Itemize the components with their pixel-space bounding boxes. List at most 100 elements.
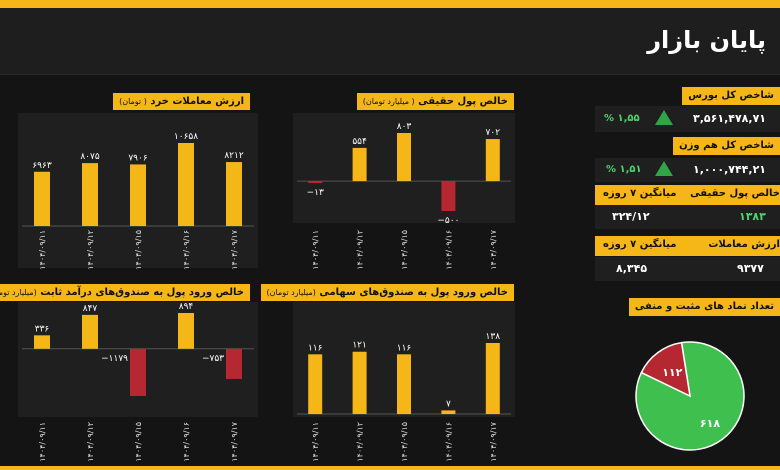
equity-funds-bar bbox=[352, 351, 367, 414]
retail-trade-value-label: ۸۲۱۲ bbox=[224, 151, 244, 161]
retail-trade-chart-unit: ( تومان) bbox=[119, 97, 147, 106]
eq-index-card bbox=[595, 158, 780, 182]
index-card bbox=[595, 106, 780, 132]
fixed-income-value-label: −۱۱۷۹ bbox=[101, 354, 128, 364]
retail-trade-tick-label: ۱۴۰۴/۰۹/۱۶ bbox=[182, 230, 191, 270]
eq-index-value: ۱,۰۰۰,۷۴۴,۲۱ bbox=[693, 163, 766, 176]
fixed-income-value-label: ۳۳۶ bbox=[35, 324, 50, 334]
retail-trade-chart: ۶۹۶۳ ۱۴۰۴/۰۹/۱۱ ۸۰۷۵ ۱۴۰۴/۰۹/۱۲ ۷۹۰۶ ۱۴۰۴/۰۹/… bbox=[22, 132, 254, 270]
real-money-tick-label: ۱۴۰۴/۰۹/۱۲ bbox=[356, 230, 365, 270]
index-change: % ۱,۵۵ bbox=[604, 113, 640, 124]
index-value: ۳,۵۶۱,۴۷۸,۷۱ bbox=[693, 112, 766, 125]
real-money-value-label: −۵۰۰ bbox=[437, 216, 459, 226]
retail-trade-bar bbox=[82, 163, 98, 226]
symbols-pie-slice-negative bbox=[640, 341, 691, 398]
equity-funds-tick-label: ۱۴۰۴/۰۹/۱۵ bbox=[400, 422, 409, 462]
retail-trade-value-label: ۷۹۰۶ bbox=[128, 153, 148, 163]
equity-funds-value-label: ۱۱۶ bbox=[308, 343, 323, 353]
retail-trade-tick-label: ۱۴۰۴/۰۹/۱۵ bbox=[134, 230, 143, 270]
fixed-income-bar bbox=[82, 314, 98, 349]
trade-value-avg-label: میانگین ۷ روزه bbox=[603, 239, 677, 250]
retail-trade-value-label: ۶۹۶۳ bbox=[32, 161, 52, 171]
equity-funds-tick-label: ۱۴۰۴/۰۹/۱۲ bbox=[356, 422, 365, 462]
real-money-bar bbox=[308, 181, 323, 184]
real-money-value-label: ۷۰۲ bbox=[486, 128, 501, 138]
symbols-pie-value-label: ۱۱۲ bbox=[662, 366, 682, 379]
retail-trade-bar bbox=[178, 143, 194, 226]
equity-funds-bar bbox=[308, 354, 323, 414]
real-money-header: خالص پول حقیقی میانگین ۷ روزه bbox=[595, 185, 780, 205]
fixed-income-value-label: ۸۹۴ bbox=[179, 302, 194, 312]
retail-trade-tick-label: ۱۴۰۴/۰۹/۱۷ bbox=[230, 229, 239, 269]
eq-index-label: شاخص کل هم وزن bbox=[673, 137, 780, 155]
real-money-value-label: −۱۳ bbox=[307, 188, 324, 198]
eq-index-change: % ۱,۵۱ bbox=[606, 164, 642, 175]
equity-funds-value-label: ۱۱۶ bbox=[397, 343, 412, 353]
equity-funds-tick-label: ۱۴۰۴/۰۹/۱۷ bbox=[489, 421, 498, 461]
equity-funds-tick-label: ۱۴۰۴/۰۹/۱۱ bbox=[311, 422, 320, 462]
retail-trade-value-label: ۱۰۶۵۸ bbox=[174, 132, 198, 142]
real-money-chart-unit: ( میلیارد تومان) bbox=[362, 97, 415, 106]
equity-funds-chart: ۱۱۶ ۱۴۰۴/۰۹/۱۱ ۱۲۱ ۱۴۰۴/۰۹/۱۲ ۱۱۶ ۱۴۰۴/۰۹/۱۵ ۷… bbox=[297, 332, 511, 462]
retail-trade-bar bbox=[226, 162, 242, 226]
trade-value-avg-value: ۸,۳۴۵ bbox=[616, 262, 648, 275]
eq-index-up-arrow-icon bbox=[655, 161, 673, 176]
fixed-income-chart-title: خالص ورود پول به صندوق‌های درآمد ثابت (م… bbox=[0, 284, 250, 301]
equity-funds-value-label: ۱۲۱ bbox=[352, 341, 367, 351]
fixed-income-chart: ۳۳۶ ۱۴۰۴/۰۹/۱۱ ۸۴۷ ۱۴۰۴/۰۹/۱۲ −۱۱۷۹ ۱۴۰۴/۰۹/۱… bbox=[22, 302, 254, 462]
real-money-bar bbox=[352, 147, 367, 182]
fixed-income-bar bbox=[34, 335, 50, 349]
real-money-chart-title-text: خالص پول حقیقی bbox=[418, 96, 508, 107]
real-money-bar bbox=[397, 133, 411, 182]
fixed-income-tick-label: ۱۴۰۴/۰۹/۱۷ bbox=[230, 421, 239, 461]
equity-funds-value-label: ۱۳۸ bbox=[486, 332, 501, 342]
fixed-income-chart-title-text: خالص ورود پول به صندوق‌های درآمد ثابت bbox=[40, 287, 244, 298]
equity-funds-bar bbox=[397, 354, 411, 414]
retail-trade-bar bbox=[34, 171, 50, 226]
fixed-income-value-label: −۷۵۳ bbox=[202, 354, 224, 364]
real-money-bar bbox=[485, 139, 500, 182]
equity-funds-bar bbox=[485, 343, 500, 414]
real-money-value-label: ۸۰۳ bbox=[397, 122, 412, 132]
fixed-income-value-label: ۸۴۷ bbox=[83, 304, 98, 314]
retail-trade-chart-title-text: ارزش معاملات خرد bbox=[150, 96, 244, 107]
index-label: شاخص کل بورس bbox=[682, 87, 780, 105]
equity-funds-tick-label: ۱۴۰۴/۰۹/۱۶ bbox=[444, 422, 453, 462]
real-money-tick-label: ۱۴۰۴/۰۹/۱۷ bbox=[489, 229, 498, 269]
bottom-accent-bar bbox=[0, 466, 780, 470]
fixed-income-tick-label: ۱۴۰۴/۰۹/۱۱ bbox=[38, 422, 47, 462]
retail-trade-tick-label: ۱۴۰۴/۰۹/۱۲ bbox=[86, 230, 95, 270]
equity-funds-chart-title: خالص ورود پول به صندوق‌های سهامی (میلیار… bbox=[260, 284, 514, 301]
page-header: پایان بازار bbox=[0, 8, 780, 75]
retail-trade-value-label: ۸۰۷۵ bbox=[80, 152, 100, 162]
top-accent-bar bbox=[0, 0, 780, 8]
fixed-income-bar bbox=[226, 348, 242, 379]
real-money-avg-value: ۳۲۴/۱۲ bbox=[612, 210, 650, 223]
real-money-avg-label: میانگین ۷ روزه bbox=[603, 188, 677, 199]
real-money-tick-label: ۱۴۰۴/۰۹/۱۱ bbox=[311, 230, 320, 270]
real-money-card bbox=[595, 205, 780, 229]
retail-trade-tick-label: ۱۴۰۴/۰۹/۱۱ bbox=[38, 230, 47, 270]
equity-funds-chart-title-text: خالص ورود پول به صندوق‌های سهامی bbox=[319, 287, 508, 298]
real-money-label: خالص پول حقیقی bbox=[690, 188, 780, 199]
fixed-income-bar bbox=[178, 313, 194, 349]
real-money-tick-label: ۱۴۰۴/۰۹/۱۵ bbox=[400, 230, 409, 270]
fixed-income-tick-label: ۱۴۰۴/۰۹/۱۲ bbox=[86, 422, 95, 462]
retail-trade-chart-title: ارزش معاملات خرد ( تومان) bbox=[113, 93, 250, 110]
equity-funds-value-label: ۷ bbox=[446, 399, 451, 409]
trade-value-card bbox=[595, 257, 780, 281]
symbols-label: تعداد نماد های مثبت و منفی bbox=[628, 298, 780, 316]
real-money-tick-label: ۱۴۰۴/۰۹/۱۶ bbox=[444, 230, 453, 270]
retail-trade-bar bbox=[130, 164, 146, 226]
fixed-income-bar bbox=[130, 348, 146, 396]
page-title: پایان بازار bbox=[647, 26, 766, 54]
real-money-chart: −۱۳ ۱۴۰۴/۰۹/۱۱ ۵۵۴ ۱۴۰۴/۰۹/۱۲ ۸۰۳ ۱۴۰۴/۰۹/۱۵ −… bbox=[297, 122, 511, 270]
real-money-chart-title: خالص پول حقیقی ( میلیارد تومان) bbox=[356, 93, 514, 110]
fixed-income-chart-unit: (میلیارد تومان) bbox=[0, 288, 37, 297]
equity-funds-chart-unit: (میلیارد تومان) bbox=[266, 288, 316, 297]
symbols-pie-chart: ۶۱۸ ۱۱۲ bbox=[635, 341, 745, 451]
index-up-arrow-icon bbox=[655, 110, 673, 125]
trade-value-label: ارزش معاملات bbox=[708, 239, 780, 250]
symbols-pie-value-label: ۶۱۸ bbox=[700, 417, 720, 430]
real-money-value: ۱۳۸۳ bbox=[739, 210, 766, 223]
